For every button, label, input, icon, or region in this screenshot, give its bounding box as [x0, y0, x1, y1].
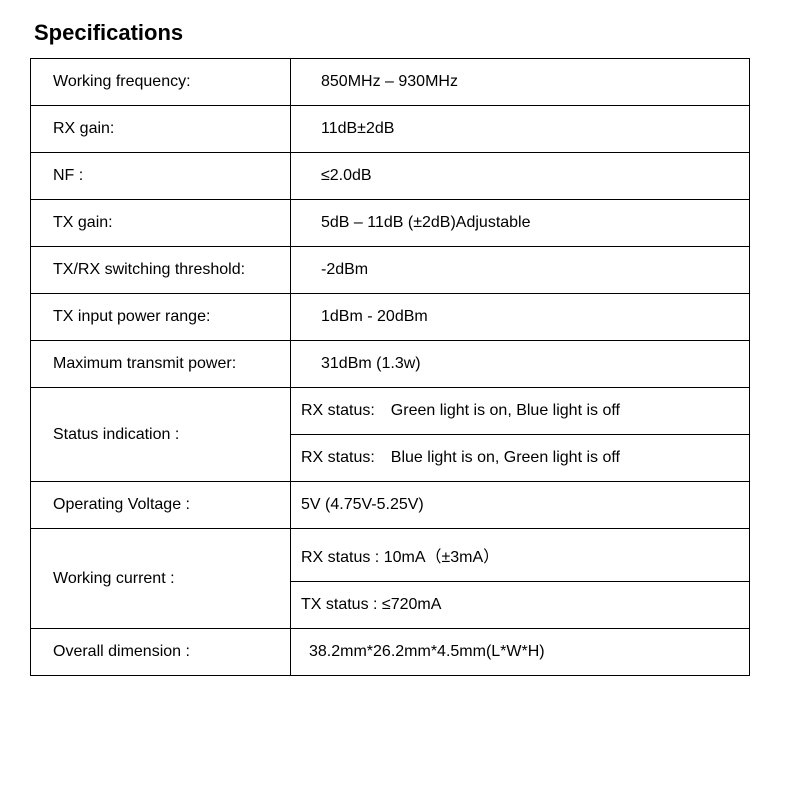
- table-row: Overall dimension : 38.2mm*26.2mm*4.5mm(…: [31, 629, 750, 676]
- value-switch-threshold: -2dBm: [291, 247, 750, 294]
- label-working-current: Working current :: [31, 529, 291, 629]
- value-working-current-1: RX status : 10mA（±3mA）: [291, 529, 750, 582]
- label-working-frequency: Working frequency:: [31, 59, 291, 106]
- value-operating-voltage: 5V (4.75V-5.25V): [291, 482, 750, 529]
- table-row: Maximum transmit power: 31dBm (1.3w): [31, 341, 750, 388]
- table-row: Status indication : RX status: Green lig…: [31, 388, 750, 435]
- value-overall-dimension: 38.2mm*26.2mm*4.5mm(L*W*H): [291, 629, 750, 676]
- label-nf: NF :: [31, 153, 291, 200]
- value-status-indication-2: RX status: Blue light is on, Green light…: [291, 435, 750, 482]
- table-row: TX input power range: 1dBm - 20dBm: [31, 294, 750, 341]
- specs-title: Specifications: [34, 20, 770, 46]
- label-tx-input-range: TX input power range:: [31, 294, 291, 341]
- value-tx-gain: 5dB – 11dB (±2dB)Adjustable: [291, 200, 750, 247]
- table-row: Working current : RX status : 10mA（±3mA）: [31, 529, 750, 582]
- table-row: NF : ≤2.0dB: [31, 153, 750, 200]
- table-row: Working frequency: 850MHz – 930MHz: [31, 59, 750, 106]
- value-rx-gain: 11dB±2dB: [291, 106, 750, 153]
- label-max-tx-power: Maximum transmit power:: [31, 341, 291, 388]
- label-operating-voltage: Operating Voltage :: [31, 482, 291, 529]
- table-row: TX/RX switching threshold: -2dBm: [31, 247, 750, 294]
- value-max-tx-power: 31dBm (1.3w): [291, 341, 750, 388]
- table-row: RX gain: 11dB±2dB: [31, 106, 750, 153]
- value-working-frequency: 850MHz – 930MHz: [291, 59, 750, 106]
- label-tx-gain: TX gain:: [31, 200, 291, 247]
- value-working-current-2: TX status : ≤720mA: [291, 582, 750, 629]
- label-switch-threshold: TX/RX switching threshold:: [31, 247, 291, 294]
- table-row: Operating Voltage : 5V (4.75V-5.25V): [31, 482, 750, 529]
- label-rx-gain: RX gain:: [31, 106, 291, 153]
- specs-table: Working frequency: 850MHz – 930MHz RX ga…: [30, 58, 750, 676]
- label-status-indication: Status indication :: [31, 388, 291, 482]
- value-status-indication-1: RX status: Green light is on, Blue light…: [291, 388, 750, 435]
- value-tx-input-range: 1dBm - 20dBm: [291, 294, 750, 341]
- table-row: TX gain: 5dB – 11dB (±2dB)Adjustable: [31, 200, 750, 247]
- label-overall-dimension: Overall dimension :: [31, 629, 291, 676]
- value-nf: ≤2.0dB: [291, 153, 750, 200]
